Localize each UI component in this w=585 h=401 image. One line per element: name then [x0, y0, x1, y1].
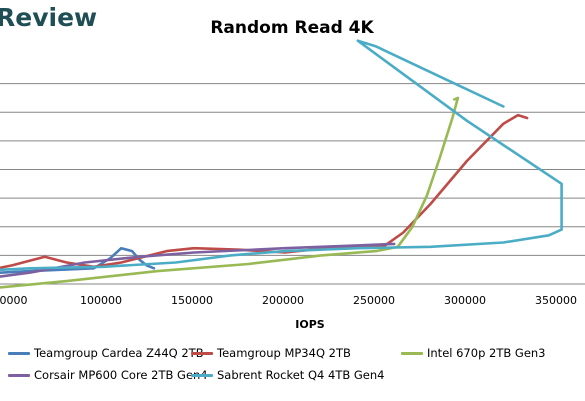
legend-item: Corsair MP600 Core 2TB Gen4 — [8, 368, 208, 382]
legend-item: Intel 670p 2TB Gen3 — [401, 346, 546, 360]
x-tick-label: 100000 — [80, 294, 122, 307]
series-line-3 — [0, 96, 460, 289]
legend-item: Sabrent Rocket Q4 4TB Gen4 — [191, 368, 384, 382]
legend: Teamgroup Cardea Z44Q 2TB Teamgroup MP34Q… — [8, 346, 585, 396]
legend-label: Corsair MP600 Core 2TB Gen4 — [34, 368, 208, 382]
legend-item: Teamgroup MP34Q 2TB — [191, 346, 351, 360]
legend-label: Sabrent Rocket Q4 4TB Gen4 — [217, 368, 385, 382]
series-line-4 — [0, 242, 396, 278]
legend-swatch — [8, 373, 30, 377]
chart-title: Random Read 4K — [210, 18, 374, 38]
gridlines — [0, 83, 585, 256]
legend-item: Teamgroup Cardea Z44Q 2TB — [8, 346, 204, 360]
x-axis-label: IOPS — [295, 318, 325, 331]
x-tick-label: 350000 — [535, 294, 577, 307]
legend-label: Teamgroup MP34Q 2TB — [217, 346, 351, 360]
x-tick-label: 300000 — [444, 294, 486, 307]
legend-swatch — [191, 373, 213, 377]
legend-swatch — [191, 351, 213, 355]
x-tick-label: 50000 — [0, 294, 28, 307]
series-line-2 — [0, 113, 529, 270]
legend-swatch — [8, 351, 30, 355]
legend-label: Intel 670p 2TB Gen3 — [427, 346, 546, 360]
x-tick-label: 150000 — [171, 294, 213, 307]
series-lines — [0, 39, 563, 289]
legend-label: Teamgroup Cardea Z44Q 2TB — [34, 346, 204, 360]
x-tick-label: 200000 — [262, 294, 304, 307]
x-tick-label: 250000 — [353, 294, 395, 307]
x-tick-labels: 50000 100000 150000 200000 250000 300000 35000… — [0, 294, 577, 307]
series-line-5 — [0, 39, 563, 272]
legend-swatch — [401, 351, 423, 355]
brand-logo-text: Review — [0, 3, 98, 32]
